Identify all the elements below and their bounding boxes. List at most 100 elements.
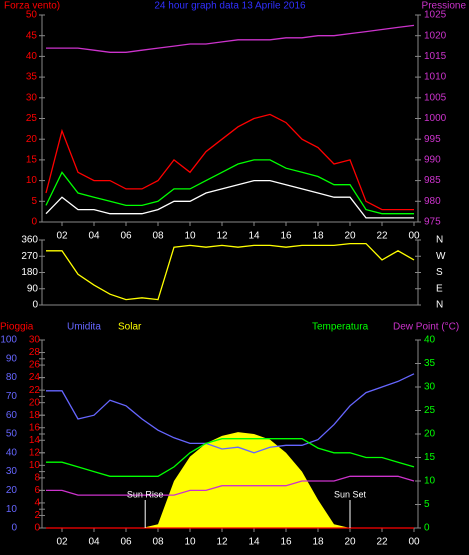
x-tick-label: 02 [56, 231, 68, 242]
annotation: Sun Rise [127, 489, 164, 499]
y2-tick-label: 35 [424, 358, 436, 369]
y2-tick-label: E [436, 283, 443, 294]
y-tick-label: 5 [31, 196, 37, 207]
legend-label: Umidita [67, 322, 101, 333]
x-tick-label: 14 [248, 231, 260, 242]
y-tick-label: 270 [21, 251, 38, 262]
y-tick-label: 50 [6, 429, 18, 440]
line [46, 373, 415, 454]
y2-tick-label: 1020 [424, 30, 447, 41]
y-tick-label: 20 [26, 134, 38, 145]
y3-tick-label: 18 [29, 410, 41, 421]
y-tick-label: 70 [6, 391, 18, 402]
y2-tick-label: 10 [424, 476, 436, 487]
y2-tick-label: N [436, 300, 443, 311]
y2-axis-label: Pressione [422, 1, 467, 12]
y-tick-label: 50 [26, 10, 38, 21]
y-tick-label: 20 [6, 485, 18, 496]
x-tick-label: 02 [56, 537, 68, 548]
y3-tick-label: 2 [34, 510, 40, 521]
y3-tick-label: 14 [29, 435, 41, 446]
y3-tick-label: 6 [34, 485, 40, 496]
x-tick-label: 16 [280, 537, 292, 548]
x-tick-label: 04 [88, 231, 100, 242]
y2-tick-label: 1010 [424, 72, 447, 83]
x-tick-label: 16 [280, 231, 292, 242]
y-tick-label: 90 [6, 353, 18, 364]
y3-tick-label: 4 [34, 498, 40, 509]
y2-tick-label: 995 [424, 134, 441, 145]
y2-tick-label: 980 [424, 196, 441, 207]
x-tick-label: 10 [184, 537, 196, 548]
line [46, 24, 415, 53]
y-tick-label: 40 [26, 51, 38, 62]
x-tick-label: 04 [88, 537, 100, 548]
y2-tick-label: 985 [424, 175, 441, 186]
y3-tick-label: 8 [34, 473, 40, 484]
y2-tick-label: 0 [424, 523, 430, 534]
y-tick-label: 60 [6, 410, 18, 421]
y3-tick-label: 16 [29, 422, 41, 433]
legend-label: Temperatura [312, 322, 369, 333]
x-tick-label: 18 [312, 537, 324, 548]
x-tick-label: 00 [408, 231, 420, 242]
y2-tick-label: 30 [424, 382, 436, 393]
x-tick-label: 00 [408, 537, 420, 548]
y2-tick-label: 40 [424, 335, 436, 346]
y2-tick-label: 1025 [424, 10, 447, 21]
y3-tick-label: 0 [34, 523, 40, 534]
y-tick-label: 40 [6, 447, 18, 458]
legend-label: Pioggia [0, 322, 34, 333]
x-tick-label: 08 [152, 537, 164, 548]
line [46, 475, 415, 496]
y-tick-label: 10 [26, 175, 38, 186]
y2-tick-label: S [436, 267, 443, 278]
y-tick-label: 35 [26, 72, 38, 83]
y-tick-label: 45 [26, 30, 38, 41]
area [46, 432, 414, 528]
y-tick-label: 30 [6, 466, 18, 477]
line [45, 159, 414, 215]
y2-tick-label: 20 [424, 429, 436, 440]
y3-tick-label: 26 [29, 360, 41, 371]
y3-tick-label: 12 [29, 447, 41, 458]
y-axis-label: Forza vento) [4, 1, 60, 12]
y-tick-label: 100 [0, 335, 17, 346]
line [45, 113, 414, 211]
x-tick-label: 20 [344, 537, 356, 548]
y-tick-label: 0 [32, 300, 38, 311]
y2-tick-label: 5 [424, 499, 430, 510]
y-tick-label: 0 [11, 523, 17, 534]
chart-title: 24 hour graph data 13 Aprile 2016 [154, 1, 306, 12]
line [45, 179, 414, 219]
y3-tick-label: 30 [29, 335, 41, 346]
x-tick-label: 08 [152, 231, 164, 242]
y3-tick-label: 22 [29, 385, 41, 396]
y-tick-label: 30 [26, 92, 38, 103]
y-tick-label: 80 [6, 372, 18, 383]
y-tick-label: 90 [27, 283, 39, 294]
y-tick-label: 360 [21, 235, 38, 246]
y2-tick-label: N [436, 235, 443, 246]
x-tick-label: 20 [344, 231, 356, 242]
y3-tick-label: 24 [29, 372, 41, 383]
x-tick-label: 14 [248, 537, 260, 548]
y3-tick-label: 28 [29, 347, 41, 358]
line [46, 438, 415, 477]
y2-tick-label: 990 [424, 155, 441, 166]
x-tick-label: 06 [120, 231, 132, 242]
y-tick-label: 10 [6, 504, 18, 515]
y2-tick-label: W [436, 251, 446, 262]
y-tick-label: 15 [26, 155, 38, 166]
y2-tick-label: 15 [424, 452, 436, 463]
y2-tick-label: 1005 [424, 92, 447, 103]
legend-label: Solar [118, 322, 142, 333]
x-tick-label: 12 [216, 537, 228, 548]
x-tick-label: 10 [184, 231, 196, 242]
y3-tick-label: 20 [29, 397, 41, 408]
x-tick-label: 12 [216, 231, 228, 242]
x-tick-label: 22 [376, 231, 388, 242]
y2-tick-label: 975 [424, 217, 441, 228]
y2-tick-label: 25 [424, 405, 436, 416]
